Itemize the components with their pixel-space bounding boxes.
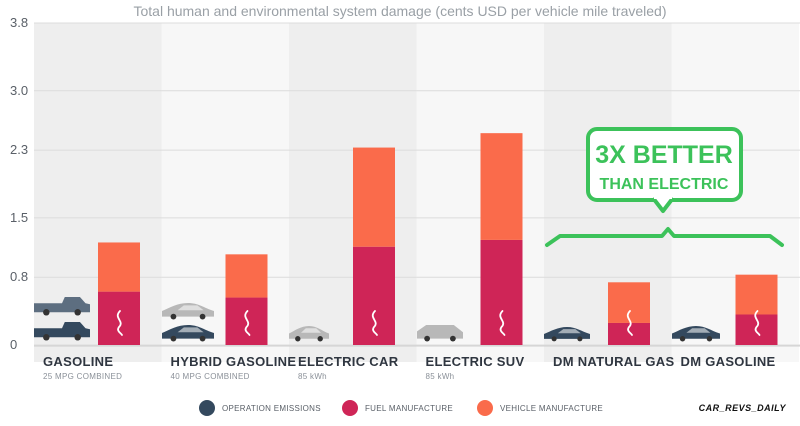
callout-brace (545, 227, 784, 247)
y-tick-label: 2.3 (10, 142, 28, 157)
category-subtitle: 85 kWh (298, 372, 327, 381)
legend-label: OPERATION EMISSIONS (222, 404, 321, 413)
category-subtitle: 25 MPG COMBINED (43, 372, 122, 381)
vehicle-icons (34, 297, 720, 342)
legend-swatch (342, 400, 358, 416)
flame-icon (499, 310, 506, 336)
legend-item: VEHICLE MANUFACTURE (477, 400, 603, 416)
hatchback-icon (672, 326, 720, 342)
category-label: HYBRID GASOLINE (171, 354, 297, 369)
bar-segment (98, 242, 140, 292)
pickup-truck-icon (34, 297, 90, 316)
legend: OPERATION EMISSIONS FUEL MANUFACTURE VEHIC… (199, 400, 603, 416)
bar-segment (480, 133, 523, 240)
callout-line1: 3X BETTER (595, 141, 733, 169)
category-labels: GASOLINE 25 MPG COMBINED HYBRID GASOLINE 40… (43, 354, 776, 381)
flame-icon (244, 310, 251, 336)
sedan-icon (162, 325, 214, 342)
bar-segment (225, 254, 268, 298)
callout-annotation: 3X BETTER THAN ELECTRIC (545, 127, 784, 247)
y-tick-label: 3.8 (10, 15, 28, 30)
bars (98, 133, 778, 345)
legend-item: OPERATION EMISSIONS (199, 400, 321, 416)
flame-icon (116, 310, 123, 336)
category-label: GASOLINE (43, 354, 113, 369)
bar-segment (735, 274, 778, 315)
legend-label: FUEL MANUFACTURE (365, 404, 453, 413)
suv-icon (417, 325, 463, 342)
sedan-icon (162, 303, 214, 320)
y-tick-label: 0 (10, 337, 17, 352)
column-band (289, 23, 417, 362)
legend-swatch (477, 400, 493, 416)
bar-segment (225, 297, 268, 345)
legend-item: FUEL MANUFACTURE (342, 400, 453, 416)
flame-icon (754, 310, 761, 336)
pickup-truck-icon (34, 322, 90, 341)
category-label: ELECTRIC CAR (298, 354, 399, 369)
hatchback-icon (289, 326, 329, 342)
category-label: ELECTRIC SUV (426, 354, 525, 369)
category-label: DM GASOLINE (681, 354, 776, 369)
y-tick-label: 1.5 (10, 210, 28, 225)
bar-segment (353, 147, 395, 247)
watermark: CAR_REVS_DAILY (699, 403, 787, 413)
chart-title: Total human and environmental system dam… (133, 3, 666, 19)
column-band (416, 23, 544, 362)
y-tick-label: 0.8 (10, 269, 28, 284)
callout-line2: THAN ELECTRIC (600, 176, 729, 193)
category-label: DM NATURAL GAS (553, 354, 674, 369)
legend-swatch (199, 400, 215, 416)
category-subtitle: 85 kWh (426, 372, 455, 381)
flame-icon (626, 310, 633, 336)
bar-segment (608, 282, 650, 323)
bar-segment (608, 322, 650, 345)
hatchback-icon (544, 327, 590, 342)
y-tick-label: 3.0 (10, 83, 28, 98)
y-axis: 0 0.8 1.5 2.3 3.0 3.8 (10, 15, 28, 352)
legend-label: VEHICLE MANUFACTURE (500, 404, 603, 413)
flame-icon (371, 310, 378, 336)
flame-icons (116, 310, 761, 336)
category-subtitle: 40 MPG COMBINED (171, 372, 250, 381)
callout-pointer (651, 196, 675, 213)
